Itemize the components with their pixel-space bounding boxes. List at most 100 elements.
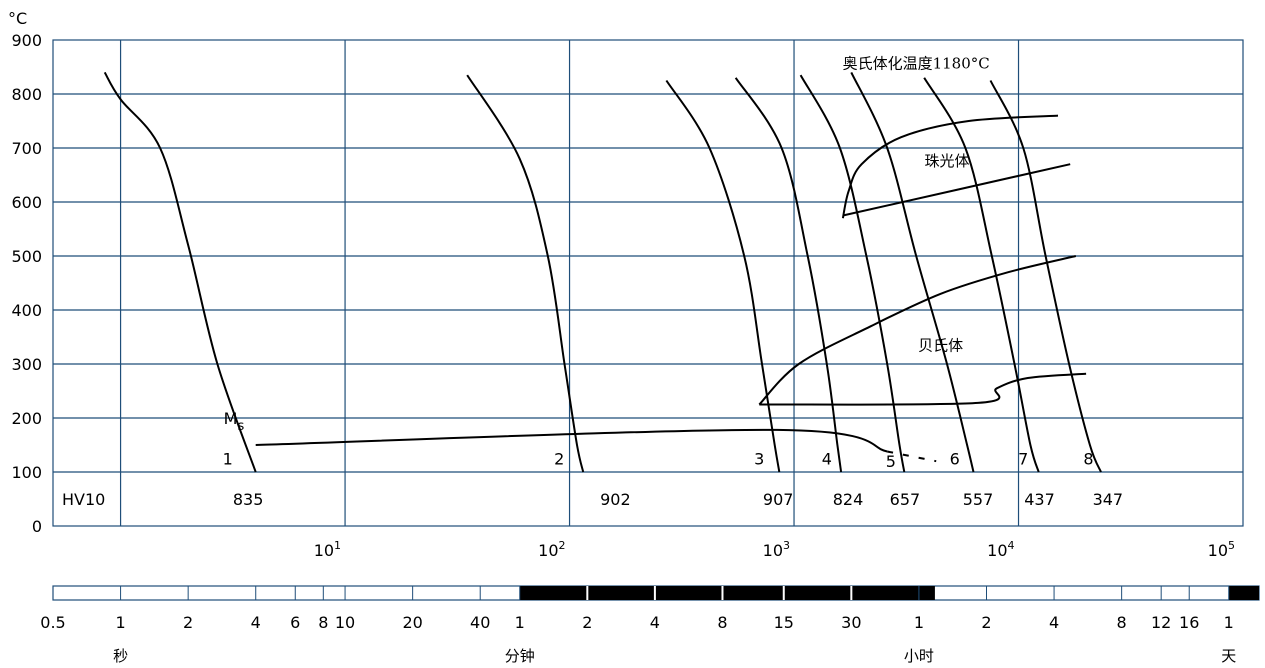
curve-label: 2 <box>554 450 564 469</box>
time-unit-label: 小时 <box>904 647 934 665</box>
curve-label: 8 <box>1083 450 1093 469</box>
x-tick-base: 10 <box>1208 541 1228 560</box>
time-unit-label: 分钟 <box>505 647 535 665</box>
annotation-main: 奥氏体化温度1180°C <box>843 55 990 73</box>
y-tick-label: 800 <box>11 85 42 104</box>
x-tick-exponent: 2 <box>559 539 566 552</box>
cooling-curve-6 <box>850 71 975 473</box>
x-tick-label: 104 <box>987 539 1014 560</box>
hardness-value: 557 <box>963 490 994 509</box>
annotation-subscript: s <box>237 419 244 434</box>
time-bar-label: 2 <box>183 613 193 632</box>
y-tick-label: 400 <box>11 301 42 320</box>
curve-label: 6 <box>950 450 960 469</box>
y-tick-label: 900 <box>11 31 42 50</box>
curve-label: 7 <box>1018 450 1028 469</box>
hardness-value: 437 <box>1024 490 1055 509</box>
x-tick-exponent: 4 <box>1008 539 1015 552</box>
x-tick-base: 10 <box>314 541 334 560</box>
y-tick-label: 500 <box>11 247 42 266</box>
y-tick-labels: 0 100 200 300 400 500 600 700 800 900 <box>11 31 42 536</box>
cooling-curve-7 <box>923 77 1040 473</box>
time-bar-label: 1 <box>914 613 924 632</box>
ms-dash <box>887 450 937 463</box>
hardness-value: 657 <box>890 490 921 509</box>
annotation-main: 贝氏体 <box>918 337 963 355</box>
annotation-main: M <box>224 409 238 428</box>
time-bar-label: 4 <box>650 613 660 632</box>
hardness-value: 902 <box>600 490 631 509</box>
time-unit-label: 秒 <box>113 647 128 665</box>
time-bar-label: 0.5 <box>40 613 65 632</box>
cooling-curve-4 <box>734 77 843 473</box>
time-bar-label: 1 <box>515 613 525 632</box>
cooling-curve-1 <box>103 71 257 473</box>
y-tick-label: 100 <box>11 463 42 482</box>
time-unit-label: 天 <box>1221 647 1236 665</box>
curve-label: 5 <box>886 452 896 471</box>
cooling-curves: 1 2 3 4 5 6 7 8 <box>103 71 1102 473</box>
time-bar-label: 10 <box>335 613 355 632</box>
y-tick-label: 0 <box>32 517 42 536</box>
annotation-text: Ms <box>224 409 245 434</box>
time-bar-dark-segment <box>519 586 935 600</box>
x-tick-label: 105 <box>1208 539 1235 560</box>
x-tick-base: 10 <box>987 541 1007 560</box>
time-bar-label: 4 <box>1049 613 1059 632</box>
time-bar-label: 12 <box>1151 613 1171 632</box>
annotation-main: 珠光体 <box>924 152 969 170</box>
annotation-text: 奥氏体化温度1180°C <box>843 55 990 73</box>
x-tick-base: 10 <box>538 541 558 560</box>
time-bar-label: 8 <box>717 613 727 632</box>
hardness-label: HV10 <box>62 490 105 509</box>
time-scale-bar: 0.5 1 2 4 6 8 10 20 40 1 2 4 8 15 30 1 2 4 8 12 16 1秒 分钟 小时天 <box>40 585 1260 665</box>
time-bar-label: 40 <box>470 613 490 632</box>
time-bar-label: 2 <box>582 613 592 632</box>
time-bar-label: 16 <box>1179 613 1199 632</box>
time-bar-label: 2 <box>981 613 991 632</box>
pearlite-start <box>841 114 1059 219</box>
time-bar-label: 20 <box>402 613 422 632</box>
transformation-boundaries <box>255 114 1087 463</box>
x-tick-label: 101 <box>314 539 341 560</box>
x-tick-exponent: 5 <box>1228 539 1235 552</box>
hardness-row: HV10 835 902 907 824 657 557 437 347 <box>62 490 1123 509</box>
time-bar-label: 4 <box>251 613 261 632</box>
cooling-curve-3 <box>665 79 781 473</box>
curve-label: 3 <box>754 450 764 469</box>
hardness-value: 835 <box>233 490 264 509</box>
hardness-value: 907 <box>763 490 794 509</box>
y-tick-label: 300 <box>11 355 42 374</box>
time-bar-dark-segment <box>1228 586 1259 600</box>
time-bar-label: 8 <box>318 613 328 632</box>
y-tick-label: 700 <box>11 139 42 158</box>
cooling-curve-5 <box>799 74 906 473</box>
time-bar-label: 8 <box>1117 613 1127 632</box>
hardness-value: 824 <box>833 490 864 509</box>
x-tick-label: 102 <box>538 539 565 560</box>
cooling-curve-8 <box>989 80 1102 473</box>
ms-line <box>255 428 888 453</box>
plot-grid <box>52 39 1244 527</box>
time-bar-label: 15 <box>774 613 794 632</box>
time-bar-label: 1 <box>1224 613 1234 632</box>
x-tick-exponent: 3 <box>783 539 790 552</box>
annotation-text: 珠光体 <box>924 152 969 170</box>
annotation-text: 贝氏体 <box>918 337 963 355</box>
plot-frame <box>52 39 1244 527</box>
y-tick-label: 200 <box>11 409 42 428</box>
x-tick-base: 10 <box>763 541 783 560</box>
x-tick-labels: 101 102 103 104 105 <box>314 539 1235 560</box>
bainite-start <box>758 255 1077 406</box>
time-bar-label: 30 <box>841 613 861 632</box>
y-axis-unit: °C <box>8 9 27 28</box>
pearlite-finish <box>842 163 1071 217</box>
curve-label: 4 <box>822 450 832 469</box>
curve-label: 1 <box>223 450 233 469</box>
x-tick-exponent: 1 <box>334 539 341 552</box>
x-tick-label: 103 <box>763 539 790 560</box>
hardness-value: 347 <box>1093 490 1124 509</box>
cooling-curve-2 <box>466 74 585 473</box>
